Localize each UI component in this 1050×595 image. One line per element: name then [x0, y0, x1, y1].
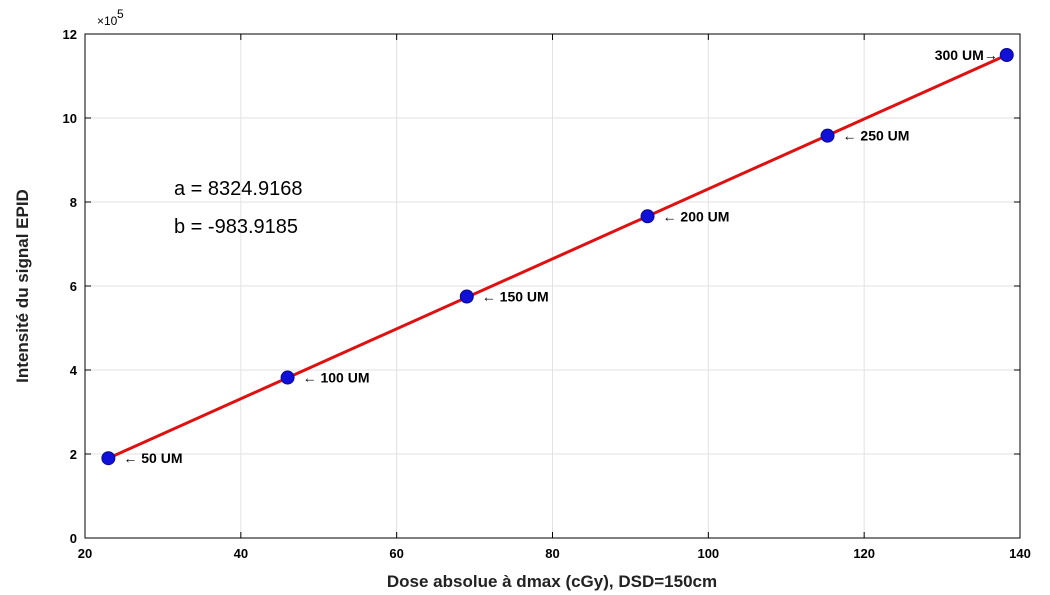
fit-line [107, 53, 1008, 460]
coefficient-a: a = 8324.9168 [174, 178, 302, 200]
y-exponent: 5 [117, 7, 124, 21]
data-point [820, 128, 835, 143]
point-label: 300 UM→ [935, 47, 998, 63]
coefficient-b: b = -983.9185 [174, 216, 298, 238]
point-label: ← 200 UM [663, 208, 730, 224]
data-point [459, 289, 474, 304]
y-tick-label: 12 [63, 27, 77, 42]
grid-lines [84, 33, 1021, 539]
y-multiplier: ×10 [97, 14, 118, 28]
point-label: ← 250 UM [843, 128, 910, 144]
x-tick-label: 40 [234, 546, 248, 561]
y-tick-label: 2 [70, 447, 77, 462]
point-labels: ← 50 UM ← 100 UM ← 150 UM ← 200 UM ← 250 UM 3… [123, 47, 997, 466]
x-tick-labels: 20 40 60 80 100 120 140 [78, 546, 1031, 561]
y-tick-label: 6 [70, 279, 77, 294]
axis-ticks [84, 33, 1021, 539]
y-tick-label: 4 [70, 363, 78, 378]
data-point [999, 48, 1014, 62]
point-label: ← 150 UM [482, 289, 549, 305]
x-axis-label: Dose absolue à dmax (cGy), DSD=150cm [387, 572, 717, 591]
y-tick-label: 0 [70, 531, 77, 546]
x-tick-label: 120 [853, 546, 875, 561]
data-point [101, 451, 116, 466]
point-label: ← 50 UM [123, 450, 182, 466]
x-tick-label: 60 [389, 546, 403, 561]
y-tick-label: 10 [63, 111, 77, 126]
x-tick-label: 100 [697, 546, 719, 561]
data-point [640, 209, 655, 224]
data-point [280, 370, 295, 385]
data-points [101, 48, 1014, 466]
x-tick-label: 140 [1009, 546, 1031, 561]
y-tick-labels: 0 2 4 6 8 10 12 [63, 27, 78, 546]
y-axis-label: Intensité du signal EPID [13, 189, 32, 383]
y-tick-label: 8 [70, 195, 77, 210]
x-tick-label: 80 [545, 546, 559, 561]
point-label: ← 100 UM [303, 370, 370, 386]
x-tick-label: 20 [78, 546, 92, 561]
